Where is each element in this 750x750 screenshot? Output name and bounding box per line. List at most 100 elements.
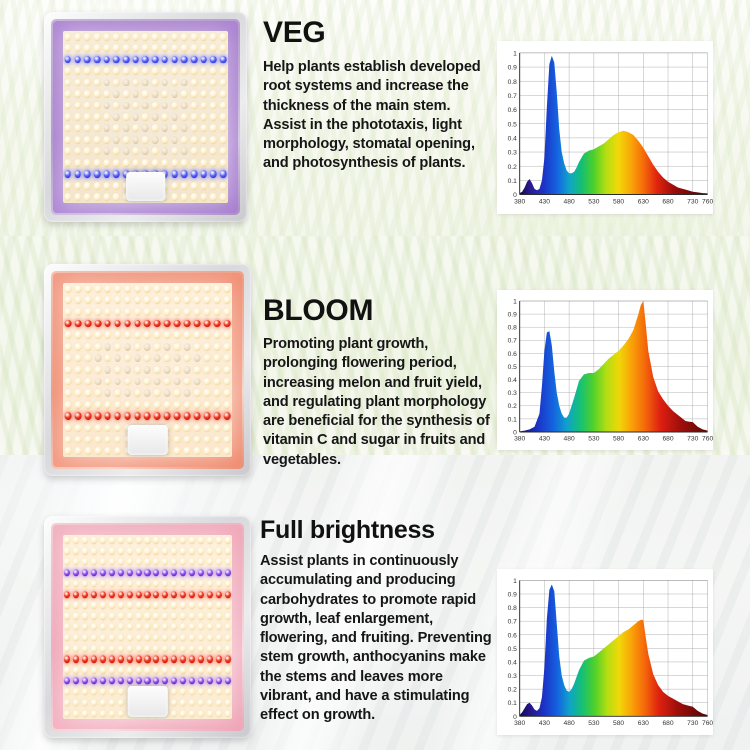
svg-text:730: 730	[687, 199, 698, 206]
led-diode	[63, 364, 73, 376]
led-diode	[162, 329, 172, 341]
led-diode	[152, 318, 162, 330]
led-diode	[202, 445, 212, 457]
led-diode	[214, 697, 223, 708]
led-diode	[116, 654, 125, 665]
led-diode	[72, 654, 81, 665]
led-diode	[63, 611, 72, 622]
led-diode	[179, 192, 189, 203]
led-diode	[116, 665, 125, 676]
led-diode	[188, 665, 197, 676]
led-diode	[90, 611, 99, 622]
led-diode	[170, 665, 179, 676]
svg-text:580: 580	[613, 436, 625, 443]
led-diode	[63, 622, 72, 633]
led-diode	[73, 422, 83, 434]
led-diode	[73, 123, 83, 134]
led-diode	[63, 665, 72, 676]
led-diode	[134, 632, 143, 643]
led-diode	[112, 134, 122, 145]
led-diode	[222, 341, 232, 353]
led-diode	[63, 546, 72, 557]
led-diode	[218, 100, 228, 111]
led-diode	[112, 88, 122, 99]
led-diode	[82, 134, 92, 145]
svg-text:760: 760	[702, 720, 713, 727]
led-diode	[125, 665, 134, 676]
svg-text:530: 530	[588, 436, 600, 443]
led-diode	[63, 123, 73, 134]
led-diode	[125, 622, 134, 633]
led-diode	[116, 535, 125, 546]
svg-text:0.7: 0.7	[508, 619, 518, 626]
led-diode	[170, 557, 179, 568]
led-diode	[102, 88, 112, 99]
led-diode	[152, 676, 161, 687]
svg-text:0.8: 0.8	[508, 79, 518, 86]
led-diode	[116, 632, 125, 643]
led-diode	[223, 600, 232, 611]
svg-text:680: 680	[662, 436, 674, 443]
led-diode	[188, 643, 197, 654]
svg-text:0.6: 0.6	[508, 107, 518, 114]
led-diode	[63, 134, 73, 145]
led-diode	[133, 329, 143, 341]
led-diode	[116, 567, 125, 578]
led-diode	[161, 546, 170, 557]
led-diode	[73, 364, 83, 376]
led-diode	[90, 632, 99, 643]
led-diode	[102, 146, 112, 157]
led-diode	[179, 111, 189, 122]
led-diode	[214, 578, 223, 589]
led-diode	[73, 387, 83, 399]
led-diode	[83, 411, 93, 423]
led-diode	[72, 665, 81, 676]
led-diode	[160, 146, 170, 157]
led-diode	[218, 146, 228, 157]
led-diode	[202, 306, 212, 318]
led-diode	[172, 306, 182, 318]
led-diode	[113, 341, 123, 353]
led-diode	[170, 77, 180, 88]
led-diode	[121, 77, 131, 88]
svg-text:0.5: 0.5	[508, 646, 518, 653]
led-diode	[99, 622, 108, 633]
led-diode	[188, 546, 197, 557]
led-grow-light-panel-full-brightness	[44, 516, 251, 738]
led-diode	[102, 65, 112, 76]
led-diode	[222, 434, 232, 446]
led-diode	[93, 318, 103, 330]
led-diode	[63, 157, 73, 168]
led-diode	[205, 546, 214, 557]
led-diode	[161, 632, 170, 643]
led-diode	[123, 329, 133, 341]
led-diode	[141, 88, 151, 99]
led-diode	[150, 100, 160, 111]
led-diode	[113, 318, 123, 330]
led-diode	[179, 77, 189, 88]
svg-text:0.5: 0.5	[508, 121, 518, 128]
led-diode	[82, 42, 92, 53]
led-diode	[199, 77, 209, 88]
led-diode	[99, 665, 108, 676]
led-diode	[121, 111, 131, 122]
led-diode	[196, 535, 205, 546]
led-diode	[82, 54, 92, 65]
led-diode	[143, 535, 152, 546]
led-diode	[73, 42, 83, 53]
led-diode	[81, 611, 90, 622]
led-diode	[205, 676, 214, 687]
led-diode	[209, 157, 219, 168]
led-diode	[73, 88, 83, 99]
led-diode	[141, 77, 151, 88]
led-diode	[202, 387, 212, 399]
led-diode	[72, 643, 81, 654]
led-diode	[93, 306, 103, 318]
led-diode	[209, 54, 219, 65]
led-diode	[196, 567, 205, 578]
led-diode	[90, 557, 99, 568]
led-diode	[90, 546, 99, 557]
led-diode	[222, 295, 232, 307]
led-diode	[223, 589, 232, 600]
led-diode	[116, 622, 125, 633]
